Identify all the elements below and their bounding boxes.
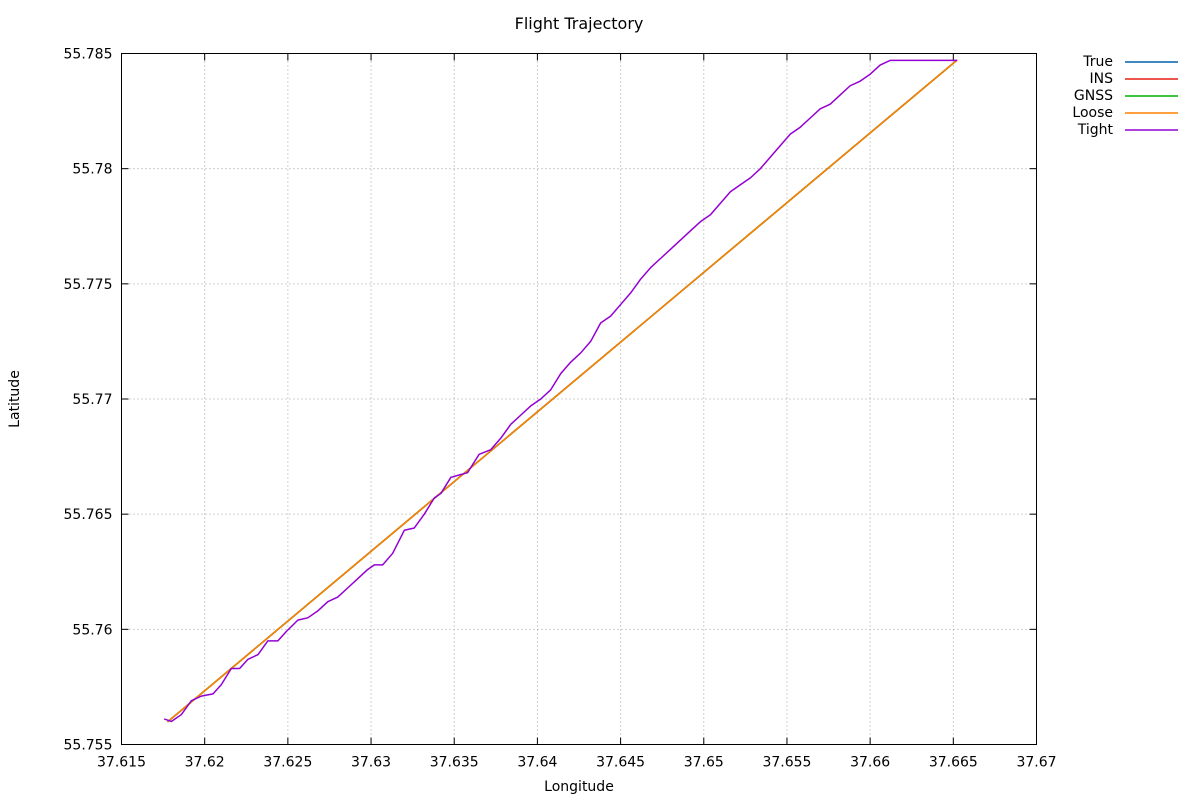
y-tick-label: 55.775 <box>64 277 113 293</box>
series-line-loose <box>167 59 958 723</box>
x-tick-label: 37.63 <box>351 755 391 771</box>
x-tick-label: 37.64 <box>517 755 557 771</box>
legend-label-true: True <box>1082 54 1113 70</box>
series-line-tight <box>164 59 958 723</box>
y-tick-label: 55.765 <box>64 507 113 523</box>
y-tick-label: 55.785 <box>64 47 113 63</box>
y-axis-title: Latitude <box>7 370 23 428</box>
x-tick-label: 37.625 <box>263 755 312 771</box>
grid <box>121 53 1037 745</box>
legend-label-ins: INS <box>1090 71 1114 87</box>
y-tick-label: 55.78 <box>72 162 112 178</box>
x-tick-label: 37.655 <box>762 755 811 771</box>
x-tick-label: 37.615 <box>97 755 146 771</box>
x-tick-label: 37.665 <box>929 755 978 771</box>
legend-label-gnss: GNSS <box>1074 88 1113 104</box>
y-tick-label: 55.76 <box>72 622 112 638</box>
plot-frame <box>121 53 1037 745</box>
x-axis-title: Longitude <box>544 779 614 795</box>
x-tick-label: 37.645 <box>596 755 645 771</box>
x-tick-label: 37.62 <box>185 755 225 771</box>
x-tick-label: 37.65 <box>684 755 724 771</box>
legend-label-loose: Loose <box>1072 105 1113 121</box>
y-tick-label: 55.755 <box>64 738 113 754</box>
legend-label-tight: Tight <box>1077 122 1114 138</box>
x-tick-label: 37.66 <box>850 755 890 771</box>
y-tick-label: 55.77 <box>72 392 112 408</box>
x-tick-label: 37.67 <box>1016 755 1056 771</box>
chart-title: Flight Trajectory <box>515 14 644 33</box>
axis-ticks: 37.615 37.62 37.625 37.63 37.635 37.64 37.645 3… <box>64 47 1057 771</box>
x-tick-label: 37.635 <box>430 755 479 771</box>
series-lines <box>164 59 958 723</box>
